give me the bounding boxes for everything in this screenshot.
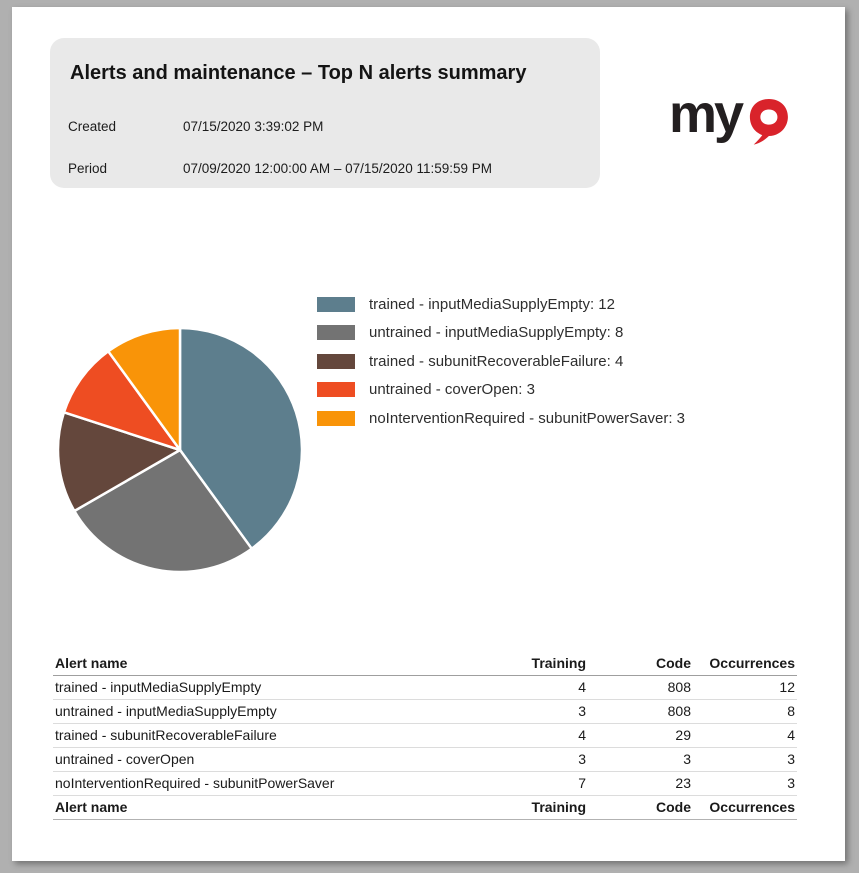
table-cell: 3 bbox=[693, 771, 797, 796]
column-header: Training bbox=[483, 652, 588, 676]
legend-item: trained - inputMediaSupplyEmpty: 12 bbox=[317, 290, 685, 319]
footer-cell: Training bbox=[483, 795, 588, 820]
table-cell: 8 bbox=[693, 699, 797, 724]
legend-item: noInterventionRequired - subunitPowerSav… bbox=[317, 404, 685, 433]
column-header: Alert name bbox=[53, 652, 483, 676]
myq-logo-graphic: my bbox=[669, 84, 788, 145]
period-row: Period 07/09/2020 12:00:00 AM – 07/15/202… bbox=[68, 161, 492, 176]
report-header-box: Alerts and maintenance – Top N alerts su… bbox=[50, 38, 600, 188]
created-label: Created bbox=[68, 119, 117, 134]
legend-label: noInterventionRequired - subunitPowerSav… bbox=[369, 409, 686, 427]
footer-cell: Code bbox=[588, 795, 693, 820]
alerts-table-header: Alert name Training Code Occurrences bbox=[53, 652, 797, 676]
legend-item: untrained - inputMediaSupplyEmpty: 8 bbox=[317, 319, 685, 348]
footer-cell: Alert name bbox=[53, 795, 483, 820]
legend-label: untrained - coverOpen: 3 bbox=[369, 381, 535, 399]
page-title: Alerts and maintenance – Top N alerts su… bbox=[70, 62, 527, 84]
myq-logo: my bbox=[669, 84, 802, 149]
legend-label: untrained - inputMediaSupplyEmpty: 8 bbox=[369, 324, 624, 342]
pie-legend: trained - inputMediaSupplyEmpty: 12 untra… bbox=[317, 290, 685, 433]
pie-slice bbox=[73, 448, 253, 574]
table-cell: 3 bbox=[588, 747, 693, 772]
table-row: untrained - inputMediaSupplyEmpty 3 808 8 bbox=[53, 699, 797, 724]
legend-swatch bbox=[317, 296, 355, 312]
legend-item: trained - subunitRecoverableFailure: 4 bbox=[317, 347, 685, 376]
table-cell: 3 bbox=[693, 747, 797, 772]
table-row: noInterventionRequired - subunitPowerSav… bbox=[53, 771, 797, 796]
table-cell: trained - subunitRecoverableFailure bbox=[53, 723, 483, 748]
pie-slice bbox=[56, 411, 182, 513]
myq-logo-my: my bbox=[672, 89, 744, 144]
legend-item: untrained - coverOpen: 3 bbox=[317, 376, 685, 405]
column-header: Code bbox=[588, 652, 693, 676]
legend-label: trained - subunitRecoverableFailure: 4 bbox=[369, 352, 624, 370]
table-cell: trained - inputMediaSupplyEmpty bbox=[53, 675, 483, 700]
table-cell: 808 bbox=[588, 699, 693, 724]
table-cell: 808 bbox=[588, 675, 693, 700]
table-cell: noInterventionRequired - subunitPowerSav… bbox=[53, 771, 483, 796]
table-cell: 4 bbox=[483, 723, 588, 748]
legend-label: trained - inputMediaSupplyEmpty: 12 bbox=[369, 295, 615, 313]
pie-chart bbox=[55, 325, 305, 575]
pie-chart-svg bbox=[56, 326, 304, 574]
table-cell: untrained - coverOpen bbox=[53, 747, 483, 772]
table-cell: 29 bbox=[588, 723, 693, 748]
report-page: Alerts and maintenance – Top N alerts su… bbox=[12, 7, 845, 861]
table-cell: 4 bbox=[693, 723, 797, 748]
table-cell: 7 bbox=[483, 771, 588, 796]
alerts-table-body: trained - inputMediaSupplyEmpty 4 808 12 unt… bbox=[53, 675, 797, 796]
pie-slice bbox=[62, 350, 182, 452]
legend-swatch bbox=[317, 353, 355, 369]
legend-swatch bbox=[317, 325, 355, 341]
table-header-row: Alert name Training Code Occurrences bbox=[53, 652, 797, 676]
pie-slice bbox=[178, 326, 304, 550]
table-cell: 3 bbox=[483, 747, 588, 772]
table-cell: 12 bbox=[693, 675, 797, 700]
table-cell: 4 bbox=[483, 675, 588, 700]
table-row: trained - inputMediaSupplyEmpty 4 808 12 bbox=[53, 675, 797, 700]
table-cell: 23 bbox=[588, 771, 693, 796]
column-header: Occurrences bbox=[693, 652, 797, 676]
alerts-table-footer: Alert name Training Code Occurrences bbox=[53, 795, 797, 820]
footer-cell: Occurrences bbox=[693, 795, 797, 820]
created-value: 07/15/2020 3:39:02 PM bbox=[183, 119, 324, 134]
period-label: Period bbox=[68, 161, 108, 176]
created-row: Created 07/15/2020 3:39:02 PM bbox=[68, 119, 323, 134]
table-row: trained - subunitRecoverableFailure 4 29 4 bbox=[53, 723, 797, 748]
table-footer-row: Alert name Training Code Occurrences bbox=[53, 795, 797, 820]
myq-logo-q bbox=[749, 99, 788, 145]
period-value: 07/09/2020 12:00:00 AM – 07/15/2020 11:5… bbox=[183, 161, 492, 176]
legend-swatch bbox=[317, 382, 355, 398]
table-cell: 3 bbox=[483, 699, 588, 724]
pie-slice bbox=[107, 326, 182, 452]
table-cell: untrained - inputMediaSupplyEmpty bbox=[53, 699, 483, 724]
alerts-table: Alert name Training Code Occurrences traine… bbox=[53, 652, 797, 820]
legend-swatch bbox=[317, 410, 355, 426]
table-row: untrained - coverOpen 3 3 3 bbox=[53, 747, 797, 772]
